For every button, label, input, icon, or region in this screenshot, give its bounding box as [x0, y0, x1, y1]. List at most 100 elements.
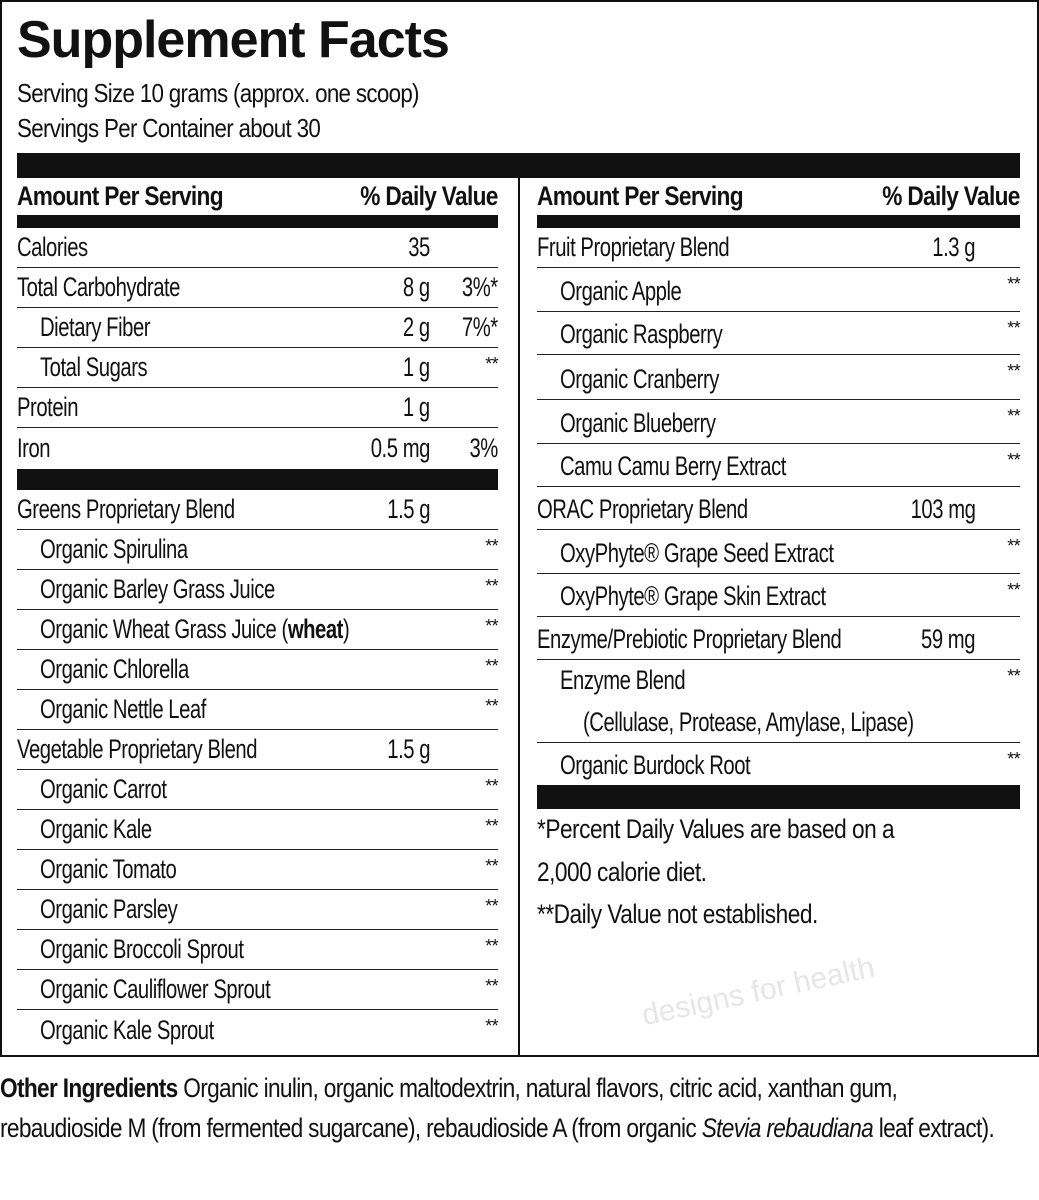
dv-not-established: ** [1007, 666, 1020, 686]
nutrient-row: Protein 1 g [17, 388, 498, 428]
ingredient-name: Organic Kale Sprout [40, 1015, 214, 1045]
ingredient-name: Organic Kale [40, 814, 152, 844]
dv-header: % Daily Value [360, 181, 498, 211]
ingredient-name: Protein [17, 392, 79, 422]
daily-value: 3%* [462, 272, 498, 302]
amount: 103 mg [910, 494, 975, 524]
dv-not-established: ** [485, 536, 498, 556]
dv-not-established: ** [1007, 318, 1020, 338]
nutrient-row: Greens Proprietary Blend 1.5 g [17, 490, 498, 530]
dv-not-established: ** [1007, 536, 1020, 556]
ingredient-name: Enzyme Blend [560, 665, 686, 695]
nutrient-row: Total Carbohydrate 8 g 3%* [17, 268, 498, 308]
ingredient-name: Iron [17, 433, 51, 463]
ingredient-row: OxyPhyte® Grape Skin Extract ** [537, 574, 1021, 617]
dv-not-established: ** [1007, 406, 1020, 426]
ingredient-name: Organic Burdock Root [560, 750, 751, 780]
ingredient-row: Dietary Fiber 2 g 7%* [17, 308, 498, 348]
footnote: *Percent Daily Values are based on a [537, 814, 895, 844]
column-divider [518, 178, 520, 1055]
dv-not-established: ** [485, 856, 498, 876]
ingredient-name: Organic Cauliflower Sprout [40, 974, 271, 1004]
nutrient-row: ORAC Proprietary Blend 103 mg [537, 487, 1020, 530]
ingredient-name: Camu Camu Berry Extract [560, 451, 786, 481]
ingredient-name: Total Sugars [40, 352, 148, 382]
header-bar-left [17, 215, 498, 228]
blend-list-left: Greens Proprietary Blend 1.5 g Organic Spi… [17, 490, 499, 1050]
ingredient-name: Dietary Fiber [40, 312, 151, 342]
ingredient-name: Calories [17, 232, 88, 262]
ingredient-row: Organic Parsley ** [17, 890, 499, 930]
dv-not-established: ** [485, 616, 498, 636]
other-ingredients-label: Other Ingredients [0, 1073, 178, 1103]
dv-not-established: ** [485, 354, 498, 374]
dv-not-established: ** [1007, 450, 1020, 470]
blend-list-right: Fruit Proprietary Blend 1.3 g Organic Appl… [537, 228, 1021, 785]
ingredient-name: ORAC Proprietary Blend [537, 494, 748, 524]
footnote: 2,000 calorie diet. [537, 857, 707, 887]
dv-not-established: ** [1007, 580, 1020, 600]
dv-not-established: ** [485, 1016, 498, 1036]
ingredient-row: Organic Broccoli Sprout ** [17, 930, 499, 970]
amount: 8 g [403, 272, 430, 302]
amount: 35 [408, 232, 430, 262]
ingredient-name: Vegetable Proprietary Blend [17, 734, 258, 764]
ingredient-name: Organic Broccoli Sprout [40, 934, 244, 964]
ingredient-row: Organic Kale ** [17, 810, 499, 850]
amount-header: Amount Per Serving [537, 181, 744, 211]
serving-size: Serving Size 10 grams (approx. one scoop… [17, 78, 420, 108]
ingredient-row: Camu Camu Berry Extract ** [537, 444, 1021, 487]
dv-not-established: ** [1007, 749, 1020, 769]
ingredient-row: Total Sugars 1 g ** [17, 348, 499, 388]
ingredient-row: Organic Kale Sprout ** [17, 1010, 499, 1050]
panel-title: Supplement Facts [17, 11, 450, 69]
ingredient-row: Organic Chlorella ** [17, 650, 499, 690]
ingredient-name: Organic Nettle Leaf [40, 694, 206, 724]
ingredient-row: Organic Raspberry ** [537, 312, 1021, 355]
ingredient-name: Organic Raspberry [560, 319, 723, 349]
nutrient-row: Fruit Proprietary Blend 1.3 g [537, 228, 1020, 268]
ingredient-row: Organic Apple ** [537, 268, 1021, 312]
ingredient-name: Organic Chlorella [40, 654, 189, 684]
ingredient-row: Organic Nettle Leaf ** [17, 690, 499, 730]
ingredient-row: Organic Barley Grass Juice ** [17, 570, 499, 610]
ingredient-name: Organic Spirulina [40, 534, 188, 564]
ingredient-name: Organic Blueberry [560, 408, 716, 438]
amount: 0.5 mg [370, 433, 431, 463]
ingredient-name: Greens Proprietary Blend [17, 494, 235, 524]
nutrient-list: Calories 35 Total Carbohydrate 8 g 3%* Dietar… [17, 228, 499, 468]
other-ingredients: Other Ingredients Organic inulin, organi… [0, 1073, 995, 1143]
ingredient-name: Organic Apple [560, 276, 682, 306]
dv-not-established: ** [485, 896, 498, 916]
ingredient-name: Total Carbohydrate [17, 272, 181, 302]
amount: 59 mg [920, 624, 975, 654]
dv-not-established: ** [485, 776, 498, 796]
ingredient-row: Enzyme Blend (Cellulase, Protease, Amylas… [537, 660, 1021, 743]
amount: 2 g [403, 312, 430, 342]
amount: 1.3 g [932, 232, 975, 262]
header-bar-right [537, 215, 1020, 228]
nutrient-row: Iron 0.5 mg 3% [17, 428, 498, 468]
ingredient-name: Organic Tomato [40, 854, 177, 884]
ingredient-row: Organic Blueberry ** [537, 400, 1021, 444]
nutrient-row: Enzyme/Prebiotic Proprietary Blend 59 mg [537, 617, 1020, 660]
ingredient-name: OxyPhyte® Grape Seed Extract [560, 538, 834, 568]
amount: 1 g [403, 392, 430, 422]
amount-header: Amount Per Serving [17, 181, 224, 211]
dv-not-established: ** [485, 656, 498, 676]
ingredient-note: (Cellulase, Protease, Amylase, Lipase) [583, 707, 914, 737]
footnote-bar [537, 785, 1020, 809]
dv-not-established: ** [485, 576, 498, 596]
ingredient-name: Organic Cranberry [560, 364, 719, 394]
supplement-facts-panel [0, 0, 1039, 1057]
section-bar [17, 469, 498, 490]
ingredient-name: OxyPhyte® Grape Skin Extract [560, 581, 826, 611]
dv-not-established: ** [1007, 361, 1020, 381]
amount: 1.5 g [387, 734, 430, 764]
ingredient-row: Organic Spirulina ** [17, 530, 499, 570]
dv-not-established: ** [485, 936, 498, 956]
ingredient-row: Organic Cranberry ** [537, 355, 1021, 400]
ingredient-name: Organic Wheat Grass Juice (wheat) [40, 614, 350, 644]
nutrient-row: Vegetable Proprietary Blend 1.5 g [17, 730, 498, 770]
ingredient-row: OxyPhyte® Grape Seed Extract ** [537, 530, 1021, 574]
